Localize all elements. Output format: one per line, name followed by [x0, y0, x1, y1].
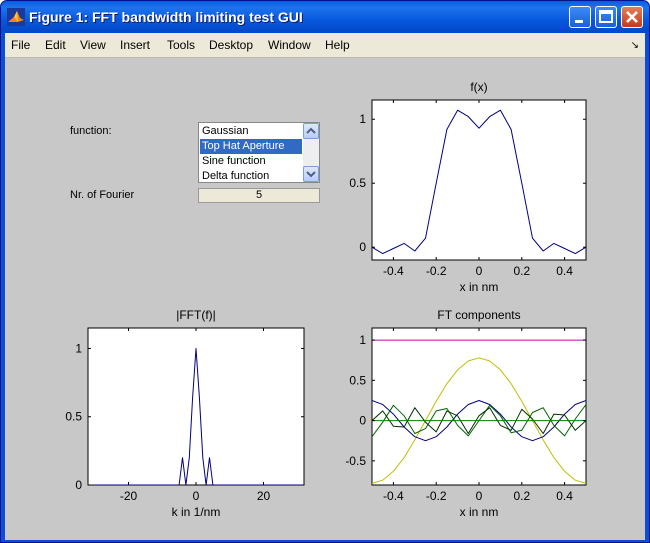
menu-edit[interactable]: Edit [45, 38, 66, 52]
series-group [372, 109, 586, 255]
plot-area [371, 327, 587, 486]
scroll-up-button[interactable] [303, 123, 319, 139]
menu-desktop[interactable]: Desktop [209, 38, 254, 52]
close-button[interactable] [621, 6, 643, 28]
function-listbox[interactable]: Gaussian Top Hat Aperture Sine function … [198, 122, 320, 183]
fx-plot: -0.4 -0.2 0 0.2 0.4 0 0.5 1 f(x) x in nm [349, 80, 587, 294]
matlab-icon [7, 8, 25, 26]
x-tick-label: 0 [476, 264, 483, 278]
x-tick-label: -0.4 [383, 264, 404, 278]
x-tick-label: -0.2 [426, 264, 447, 278]
x-tick-label: 0.4 [556, 264, 573, 278]
y-tick-label: -0.5 [345, 454, 366, 468]
scroll-up-arrow-icon [306, 127, 316, 134]
ft-components-plot: -0.4 -0.2 0 0.2 0.4 -0.5 0 0.5 1 FT components x i… [345, 308, 587, 519]
y-tick-label: 0.5 [349, 176, 366, 190]
menu-file[interactable]: File [11, 38, 31, 52]
fourier-count-field[interactable]: 5 [198, 188, 320, 203]
menu-insert[interactable]: Insert [120, 38, 151, 52]
plots-layer: -0.4 -0.2 0 0.2 0.4 0 0.5 1 f(x) x in nm -20 0 20 0 0.… [65, 80, 587, 519]
y-tick-label: 0 [359, 414, 366, 428]
menu-help[interactable]: Help [325, 38, 350, 52]
function-option[interactable]: Gaussian [202, 125, 249, 137]
series-line-2 [372, 400, 586, 442]
y-tick-label: 0 [75, 478, 82, 492]
x-tick-label: -0.4 [383, 489, 404, 503]
series-group [88, 348, 304, 485]
listbox-scrollbar[interactable] [303, 123, 319, 182]
function-label: function: [70, 125, 112, 137]
scroll-down-button[interactable] [303, 166, 319, 182]
minimize-icon [575, 20, 583, 23]
function-option-selected[interactable]: Top Hat Aperture [200, 139, 302, 154]
x-tick-label: 0.4 [556, 489, 573, 503]
maximize-button[interactable] [595, 6, 617, 28]
close-icon [626, 11, 638, 23]
minimize-button[interactable] [569, 6, 591, 28]
x-tick-label: -20 [120, 489, 138, 503]
plot-area [371, 99, 587, 261]
fft-plot: -20 0 20 0 0.5 1 |FFT(f)| k in 1/nm [65, 308, 305, 519]
x-tick-label: 0.2 [513, 489, 530, 503]
y-tick-label: 1 [75, 341, 82, 355]
y-tick-label: 0.5 [349, 373, 366, 387]
y-tick-label: 0.5 [65, 410, 82, 424]
y-tick-label: 1 [359, 333, 366, 347]
plot-title: f(x) [470, 80, 487, 94]
x-tick-label: 0.2 [513, 264, 530, 278]
function-option[interactable]: Sine function [202, 155, 266, 167]
plot-title: FT components [437, 308, 520, 322]
y-tick-label: 0 [359, 240, 366, 254]
title-bar[interactable]: Figure 1: FFT bandwidth limiting test GU… [1, 1, 649, 33]
menu-window[interactable]: Window [268, 38, 311, 52]
menu-bar: File Edit View Insert Tools Desktop Wind… [5, 33, 645, 58]
x-tick-label: 20 [257, 489, 271, 503]
window-title: Figure 1: FFT bandwidth limiting test GU… [29, 9, 303, 25]
series-line-1 [372, 357, 586, 484]
x-tick-label: 0 [193, 489, 200, 503]
x-tick-label: 0 [476, 489, 483, 503]
function-option[interactable]: Delta function [202, 170, 270, 182]
series-line-0 [88, 348, 304, 485]
scroll-down-arrow-icon [306, 171, 316, 178]
fourier-label: Nr. of Fourier [70, 189, 135, 201]
dock-arrow-icon[interactable]: ↘ [630, 40, 639, 51]
series-line-0 [372, 109, 586, 255]
plot-title: |FFT(f)| [176, 308, 216, 322]
x-axis-label: k in 1/nm [172, 505, 221, 519]
menu-tools[interactable]: Tools [167, 38, 196, 52]
figure-canvas: function: Gaussian Top Hat Aperture Sine… [5, 58, 645, 540]
y-tick-label: 1 [359, 112, 366, 126]
x-axis-label: x in nm [460, 280, 499, 294]
x-tick-label: -0.2 [426, 489, 447, 503]
maximize-icon [599, 10, 613, 23]
menu-view[interactable]: View [80, 38, 106, 52]
x-axis-label: x in nm [460, 505, 499, 519]
series-group [372, 339, 586, 484]
